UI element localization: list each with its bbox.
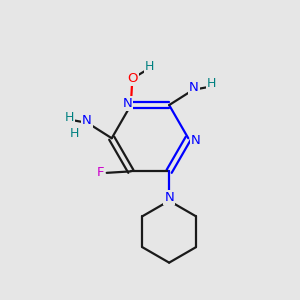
Text: N: N	[191, 134, 200, 147]
Text: H: H	[145, 60, 154, 73]
Text: H: H	[207, 77, 217, 90]
Text: N: N	[189, 81, 199, 94]
Text: N: N	[122, 97, 132, 110]
Text: N: N	[82, 114, 92, 127]
Text: H: H	[64, 110, 74, 124]
Text: H: H	[70, 127, 79, 140]
Text: F: F	[97, 166, 104, 179]
Text: O: O	[127, 72, 138, 85]
Text: N: N	[164, 191, 174, 204]
